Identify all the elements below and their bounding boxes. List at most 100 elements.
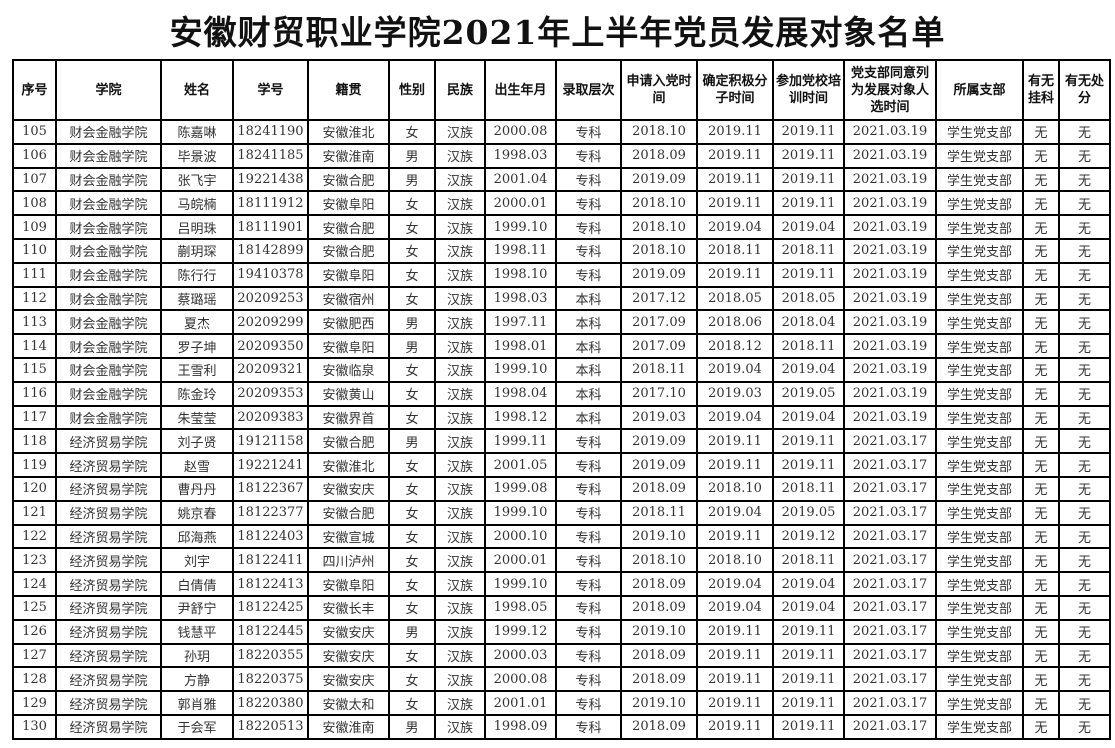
cell-seq: 117	[12, 404, 57, 431]
cell-student-id: 20209253	[232, 285, 309, 312]
cell-student-id: 19221241	[232, 452, 309, 478]
cell-seq: 124	[12, 571, 57, 597]
cell-college: 财会金融学院	[55, 285, 162, 312]
cell-student-id: 18122367	[232, 475, 309, 502]
cell-hometown: 安徽宿州	[307, 285, 390, 312]
cell-training-date: 2018.04	[772, 309, 845, 336]
cell-level: 本科	[555, 285, 622, 312]
cell-training-date: 2019.11	[772, 642, 845, 669]
table-row: 122 经济贸易学院 邱海燕 18122403 安徽宣城女汉族 2000.10 专科 2019…	[12, 523, 1111, 550]
cell-ethnicity: 汉族	[434, 571, 486, 597]
cell-training-date: 2018.05	[772, 285, 845, 312]
document-title: 安徽财贸职业学院2021年上半年党员发展对象名单	[169, 13, 946, 52]
cell-hometown: 安徽安庆	[307, 475, 390, 502]
cell-training-date: 2018.11	[772, 547, 845, 574]
cell-failed-courses: 无	[1022, 142, 1060, 169]
cell-activist-date: 2019.11	[696, 642, 774, 669]
cell-approval-date: 2021.03.19	[843, 237, 937, 264]
cell-seq: 112	[12, 285, 57, 312]
cell-name: 毕景波	[160, 142, 234, 169]
cell-training-date: 2019.11	[772, 666, 845, 693]
table-row: 123 经济贸易学院 刘宇 18122411 四川泸州女汉族 2000.01 专科 2018.…	[12, 547, 1111, 574]
table-row: 110 财会金融学院 蒯玥琛 18142899 安徽合肥女汉族 1998.11 专科 2018…	[12, 237, 1111, 264]
cell-approval-date: 2021.03.17	[843, 571, 937, 597]
cell-student-id: 19410378	[232, 261, 309, 288]
cell-gender: 女	[388, 571, 436, 597]
cell-activist-date: 2019.04	[696, 356, 774, 383]
cell-hometown: 安徽太和	[307, 690, 390, 716]
cell-branch: 学生党支部	[935, 190, 1024, 217]
table-row: 115 财会金融学院 王雪利 20209321 安徽临泉女汉族 1999.10 本科 2018…	[12, 356, 1111, 383]
cell-student-id: 20209353	[232, 380, 309, 407]
cell-level: 专科	[555, 119, 622, 145]
table-row: 111 财会金融学院 陈行行 19410378 安徽阜阳女汉族 1998.10 专科 2019…	[12, 261, 1111, 288]
cell-name: 赵雪	[160, 452, 234, 478]
cell-hometown: 安徽阜阳	[307, 571, 390, 597]
cell-failed-courses: 无	[1022, 214, 1060, 240]
cell-ethnicity: 汉族	[434, 261, 486, 288]
cell-discipline: 无	[1058, 309, 1111, 336]
cell-apply-date: 2019.09	[620, 428, 698, 455]
header-training-date: 参加党校培训时间	[772, 59, 845, 121]
cell-activist-date: 2019.11	[696, 142, 774, 169]
cell-approval-date: 2021.03.17	[843, 547, 937, 574]
cell-apply-date: 2017.12	[620, 285, 698, 312]
cell-approval-date: 2021.03.19	[843, 119, 937, 145]
cell-discipline: 无	[1058, 142, 1111, 169]
cell-birth: 1998.03	[484, 285, 557, 312]
cell-birth: 1999.10	[484, 214, 557, 240]
header-birth: 出生年月	[484, 59, 557, 121]
cell-seq: 128	[12, 666, 57, 693]
cell-college: 经济贸易学院	[55, 523, 162, 550]
cell-name: 张飞宇	[160, 166, 234, 193]
header-approval-date: 党支部同意列为发展对象人选时间	[843, 59, 937, 121]
cell-discipline: 无	[1058, 690, 1111, 716]
header-name: 姓名	[160, 59, 234, 121]
cell-name: 尹舒宁	[160, 594, 234, 621]
cell-gender: 男	[388, 166, 436, 193]
cell-failed-courses: 无	[1022, 571, 1060, 597]
cell-gender: 女	[388, 190, 436, 217]
cell-apply-date: 2018.10	[620, 190, 698, 217]
cell-discipline: 无	[1058, 166, 1111, 193]
cell-level: 本科	[555, 309, 622, 336]
cell-birth: 1998.05	[484, 594, 557, 621]
cell-training-date: 2019.11	[772, 452, 845, 478]
cell-seq: 122	[12, 523, 57, 550]
cell-gender: 女	[388, 594, 436, 621]
cell-failed-courses: 无	[1022, 452, 1060, 478]
cell-college: 经济贸易学院	[55, 642, 162, 669]
cell-training-date: 2019.05	[772, 380, 845, 407]
cell-name: 方静	[160, 666, 234, 693]
cell-hometown: 安徽合肥	[307, 166, 390, 193]
cell-discipline: 无	[1058, 547, 1111, 574]
cell-birth: 1999.10	[484, 571, 557, 597]
cell-discipline: 无	[1058, 261, 1111, 288]
cell-level: 专科	[555, 713, 622, 740]
header-apply-date: 申请入党时间	[620, 59, 698, 121]
cell-name: 王雪利	[160, 356, 234, 383]
cell-hometown: 安徽安庆	[307, 642, 390, 669]
cell-ethnicity: 汉族	[434, 309, 486, 336]
cell-birth: 1998.11	[484, 237, 557, 264]
cell-college: 经济贸易学院	[55, 666, 162, 693]
cell-ethnicity: 汉族	[434, 404, 486, 431]
cell-apply-date: 2018.09	[620, 571, 698, 597]
cell-name: 姚京春	[160, 499, 234, 526]
cell-branch: 学生党支部	[935, 142, 1024, 169]
cell-college: 经济贸易学院	[55, 571, 162, 597]
cell-failed-courses: 无	[1022, 380, 1060, 407]
cell-discipline: 无	[1058, 642, 1111, 669]
cell-approval-date: 2021.03.19	[843, 285, 937, 312]
cell-name: 白倩倩	[160, 571, 234, 597]
cell-name: 朱莹莹	[160, 404, 234, 431]
cell-gender: 男	[388, 333, 436, 359]
cell-student-id: 18122413	[232, 571, 309, 597]
cell-name: 邱海燕	[160, 523, 234, 550]
cell-approval-date: 2021.03.19	[843, 380, 937, 407]
cell-training-date: 2019.11	[772, 713, 845, 740]
cell-birth: 1999.08	[484, 475, 557, 502]
cell-hometown: 安徽安庆	[307, 666, 390, 693]
cell-training-date: 2019.11	[772, 166, 845, 193]
cell-level: 本科	[555, 404, 622, 431]
